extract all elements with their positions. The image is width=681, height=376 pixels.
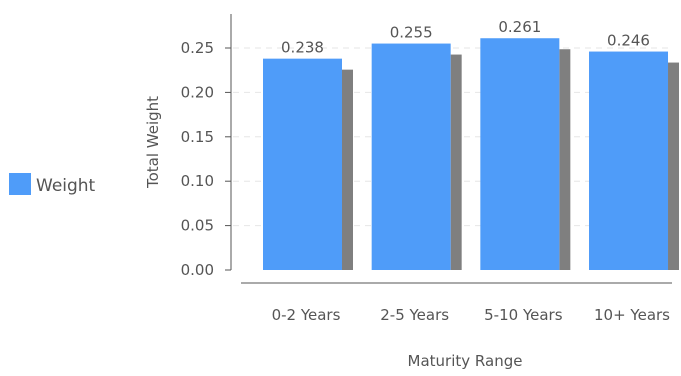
bar (263, 58, 342, 270)
bar-shadow (559, 49, 571, 271)
bar-value-label: 0.246 (607, 32, 650, 50)
y-tick-label: 0.00 (181, 261, 214, 279)
axes-layer (225, 14, 672, 284)
x-tick-label: 0-2 Years (272, 306, 341, 324)
y-tick-label: 0.25 (181, 39, 214, 57)
bar (589, 51, 669, 270)
bar-value-label: 0.261 (498, 18, 541, 36)
bar-shadow (668, 62, 680, 270)
x-tick-label: 10+ Years (594, 306, 670, 324)
x-tick-label: 5-10 Years (484, 306, 563, 324)
y-axis-title: Total Weight (144, 96, 162, 189)
labels-layer: 0.00 0.05 0.10 0.15 0.20 0.25 0.238 0-2 Years 0.… (181, 18, 671, 324)
bar (480, 38, 560, 271)
y-tick-label: 0.15 (181, 128, 214, 146)
bar (371, 43, 451, 271)
legend: Weight (9, 173, 96, 196)
bar-value-label: 0.255 (390, 24, 433, 42)
y-tick-label: 0.10 (181, 172, 214, 190)
x-axis-title: Maturity Range (408, 352, 523, 370)
legend-label-weight: Weight (36, 176, 96, 196)
legend-swatch-weight (9, 173, 31, 195)
y-tick-label: 0.20 (181, 83, 214, 101)
y-tick-label: 0.05 (181, 217, 214, 235)
bar-shadow (342, 69, 353, 270)
bar-value-label: 0.238 (281, 39, 324, 57)
bar-shadow (450, 54, 462, 271)
x-tick-label: 2-5 Years (380, 306, 449, 324)
bars-layer (263, 38, 680, 271)
